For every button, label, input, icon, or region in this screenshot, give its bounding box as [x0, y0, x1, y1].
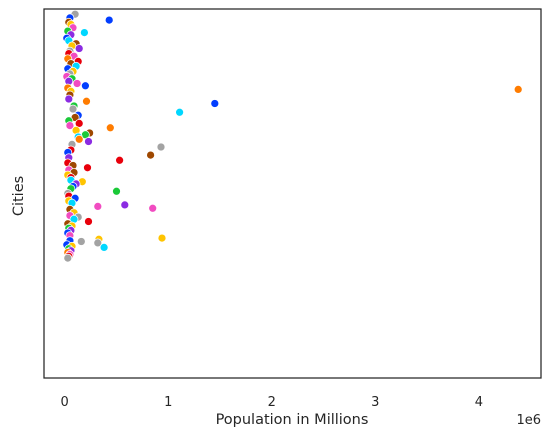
- data-point: [82, 96, 91, 106]
- y-axis-label: Cities: [11, 176, 27, 216]
- data-point: [104, 15, 114, 25]
- x-axis-offset-label: 1e6: [516, 413, 541, 428]
- x-axis-label: Population in Millions: [216, 412, 369, 428]
- data-point: [99, 243, 109, 252]
- data-point: [72, 79, 82, 88]
- data-point: [64, 94, 74, 104]
- data-point: [146, 150, 155, 160]
- x-tick-label: 2: [268, 395, 276, 410]
- data-point: [93, 238, 103, 248]
- data-point: [93, 202, 103, 211]
- data-point: [74, 44, 84, 53]
- data-point: [105, 123, 115, 133]
- data-point: [120, 200, 130, 210]
- data-point: [175, 107, 184, 117]
- data-point: [84, 137, 93, 146]
- data-point: [80, 28, 89, 37]
- data-point: [76, 237, 86, 246]
- x-tick-label: 4: [475, 395, 483, 410]
- data-point: [84, 217, 93, 226]
- data-point: [157, 233, 167, 243]
- points-layer: [62, 9, 523, 263]
- data-point: [68, 104, 78, 114]
- data-point: [513, 85, 523, 94]
- data-point: [210, 99, 220, 108]
- x-tick-label: 3: [371, 395, 379, 410]
- data-point: [63, 253, 73, 263]
- plot-area-frame: [43, 8, 542, 379]
- x-tick-label: 1: [164, 395, 172, 410]
- data-point: [83, 163, 92, 173]
- data-point: [65, 121, 75, 130]
- data-point: [148, 203, 158, 213]
- data-point: [81, 81, 90, 91]
- x-tick-label: 0: [61, 395, 69, 410]
- data-point: [115, 155, 124, 165]
- x-tick-labels: 0 1 2 3 4: [61, 395, 483, 410]
- data-point: [156, 142, 166, 152]
- data-point: [112, 186, 121, 196]
- data-point: [74, 134, 84, 144]
